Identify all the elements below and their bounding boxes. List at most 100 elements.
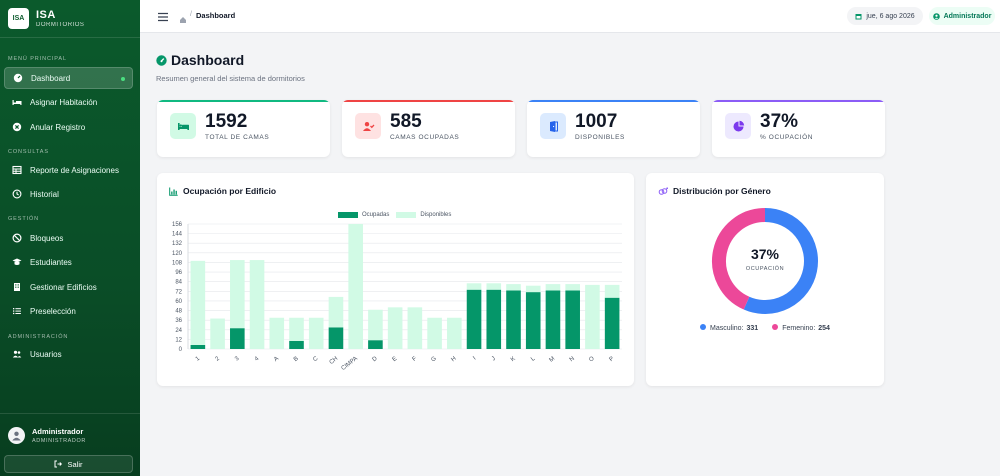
sidebar-item-gestionar-edificios[interactable]: Gestionar Edificios [4,276,133,298]
breadcrumb-separator: / [190,11,192,18]
bar-ocupadas-n [565,290,580,349]
hamburger-menu-icon[interactable] [157,10,169,22]
dashboard-icon [13,73,23,83]
x-tick-label: N [569,356,576,363]
sidebar-item-label: Asignar Habitación [30,97,98,107]
user-menu-badge[interactable]: Administrador [929,7,995,25]
bar-disponibles-4 [249,260,265,349]
bar-ocupadas-ch [328,327,344,349]
panel-title-text: Ocupación por Edificio [183,186,277,196]
sidebar-item-label: Reporte de Asignaciones [30,165,119,175]
sidebar-item-estudiantes[interactable]: Estudiantes [4,251,133,273]
breadcrumb-current: Dashboard [196,11,236,20]
sidebar-item-dashboard[interactable]: Dashboard [4,67,133,89]
legend-swatch-disponibles [396,212,417,218]
sidebar-user-panel: Administrador ADMINISTRADOR Salir [0,413,140,476]
users-icon [12,349,22,359]
stat-label: DISPONIBLES [575,134,625,141]
stat-card-camas-ocupadas: 585 CAMAS OCUPADAS [342,100,515,157]
gender-chart-panel: Distribución por Género 37% OCUPACIÓN Ma… [646,173,884,386]
brand-title: ISA [36,8,56,21]
bar-disponibles-l [525,285,541,293]
user-role: ADMINISTRADOR [32,438,86,444]
x-tick-label: J [491,356,497,363]
user-check-icon [355,113,381,139]
legend-dot-masculino [700,324,707,330]
x-tick-label: E [392,356,399,363]
x-tick-label: 3 [234,355,241,362]
panel-title: Distribución por Género [658,186,771,196]
x-tick-label: F [412,356,419,363]
x-tick-label: M [549,356,557,364]
x-tick-label: L [530,355,537,362]
gender-legend: Masculino: 331 Femenino: 254 [646,324,884,332]
x-tick-label: 4 [254,355,261,362]
table-icon [12,165,22,175]
bar-disponibles-d [368,309,383,341]
sidebar-item-preseleccion[interactable]: Preselección [4,300,133,322]
legend-item-masculino: Masculino: 331 [700,324,758,332]
bar-disponibles-c [308,317,324,349]
y-tick-label: 132 [172,241,183,247]
topbar: / Dashboard jue, 6 ago 2026 Administrado… [140,0,1000,33]
x-tick-label: P [609,356,616,363]
bar-disponibles-j [486,283,502,290]
brand-logo: ISA [8,8,29,29]
bar-ocupadas-1 [190,344,206,349]
sidebar-item-anular-registro[interactable]: Anular Registro [4,116,133,138]
bar-ocupadas-j [486,289,502,349]
bar-disponibles-e [387,307,403,349]
page-title: Dashboard [156,52,244,68]
x-tick-label: I [472,356,477,362]
y-tick-label: 36 [175,318,182,324]
y-tick-label: 48 [175,309,182,315]
bar-disponibles-g [427,317,442,349]
section-label-main: MENÚ PRINCIPAL [8,56,67,62]
y-tick-label: 0 [179,347,183,353]
y-tick-label: 120 [172,251,183,257]
topbar-user-name: Administrador [943,12,992,20]
donut-slice-femenino [712,208,766,310]
bar-disponibles-k [506,284,521,291]
calendar-icon [855,13,862,19]
home-icon[interactable] [179,11,187,29]
legend-value: 331 [746,325,759,332]
stat-card-accent [527,100,700,102]
x-tick-label: H [450,356,457,363]
panel-title: Ocupación por Edificio [169,186,276,196]
bar-disponibles-o [585,284,600,349]
stat-card-accent [712,100,885,102]
user-name: Administrador [32,427,84,436]
stat-card-ocupacion: 37% % OCUPACIÓN [712,100,885,157]
user-avatar-icon [8,427,25,444]
logout-button[interactable]: Salir [4,455,133,473]
logout-icon [54,460,63,468]
sidebar: ISA ISA DORMITORIOS MENÚ PRINCIPAL Dashb… [0,0,140,476]
bar-disponibles-i [466,283,482,290]
block-icon [12,233,22,243]
bar-disponibles-cimpa [348,224,363,349]
sidebar-item-label: Bloqueos [30,233,64,243]
legend-label-disponibles: Disponibles [420,212,452,218]
x-tick-label: A [273,356,280,363]
bar-ocupadas-b [289,340,304,349]
sidebar-item-reporte-asignaciones[interactable]: Reporte de Asignaciones [4,159,133,181]
y-tick-label: 96 [175,270,182,276]
legend-label-ocupadas: Ocupadas [362,212,390,218]
sidebar-item-historial[interactable]: Historial [4,183,133,205]
sidebar-item-usuarios[interactable]: Usuarios [4,343,133,365]
bar-disponibles-b [289,317,304,341]
sidebar-item-label: Preselección [30,306,76,316]
sidebar-item-asignar-habitacion[interactable]: Asignar Habitación [4,91,133,113]
sidebar-item-bloqueos[interactable]: Bloqueos [4,227,133,249]
bar-disponibles-m [545,284,561,291]
stat-value: 37% [760,111,799,132]
bar-ocupadas-3 [230,328,245,349]
stat-value: 1007 [575,111,618,132]
x-tick-label: B [293,356,300,363]
bar-disponibles-ch [328,296,344,328]
logout-label: Salir [67,459,83,469]
donut-center-value: 37% [750,246,780,262]
y-tick-label: 12 [175,337,182,343]
legend-item-femenino: Femenino: 254 [772,324,830,332]
